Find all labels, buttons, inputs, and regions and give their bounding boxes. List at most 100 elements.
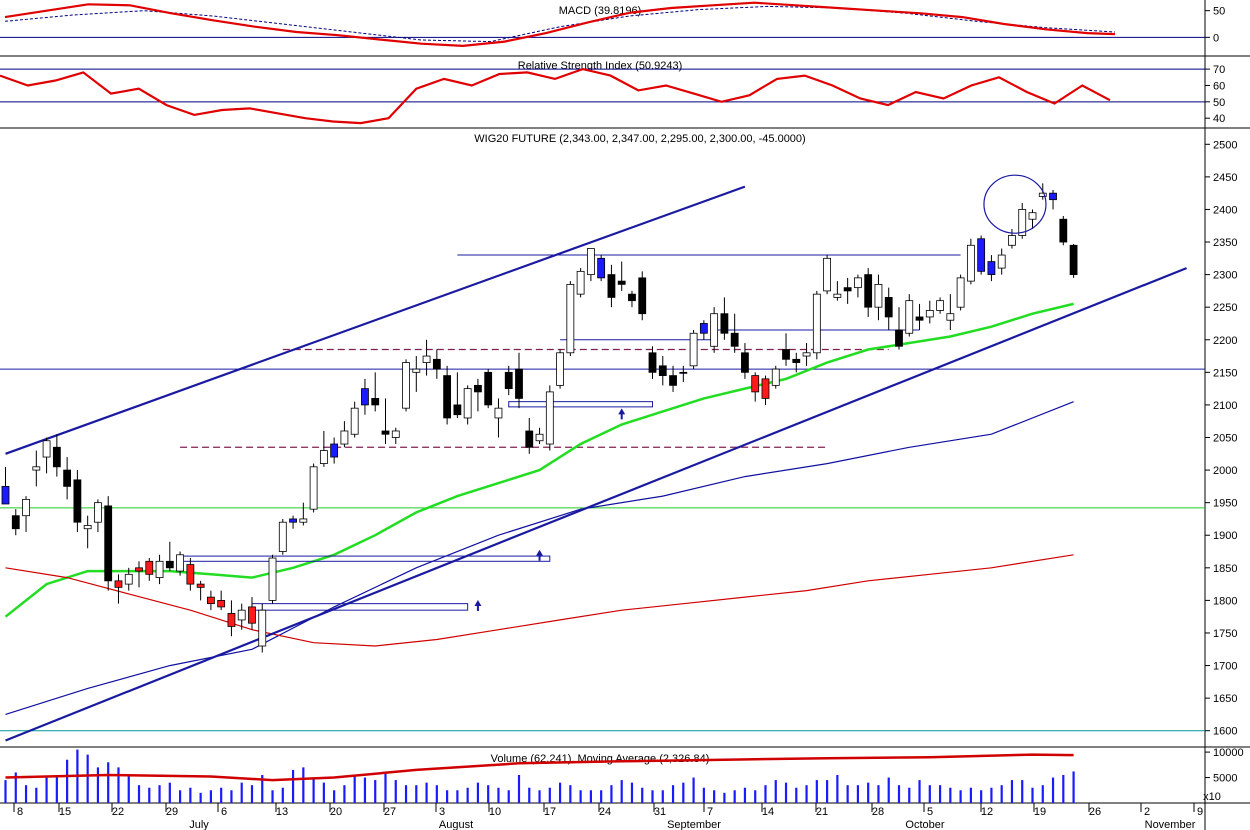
candle-body xyxy=(196,583,205,588)
candle xyxy=(812,290,821,360)
candle-body xyxy=(535,433,544,442)
price-y-tick-label: 2050 xyxy=(1213,433,1237,445)
candle xyxy=(94,499,102,532)
arrow-up-icon xyxy=(474,599,482,611)
candle-body xyxy=(165,560,174,569)
candle xyxy=(987,255,996,282)
candle-body xyxy=(371,398,380,406)
candle xyxy=(895,307,903,350)
candle-body xyxy=(412,368,421,373)
candle-body xyxy=(545,391,554,445)
trend-line-1 xyxy=(5,267,1187,742)
candle-body xyxy=(381,430,390,435)
candle xyxy=(515,352,523,409)
candle xyxy=(607,264,616,308)
candle xyxy=(997,248,1006,275)
candle xyxy=(1028,209,1037,229)
candle-body xyxy=(669,375,677,386)
x-day-label: 14 xyxy=(762,806,774,818)
candle-body xyxy=(340,430,349,445)
candle xyxy=(720,297,729,340)
candle-body xyxy=(597,257,606,279)
candle xyxy=(977,235,986,275)
x-month-label: November xyxy=(1145,819,1196,830)
candle xyxy=(124,567,133,591)
macd-signal-line xyxy=(4,5,1116,43)
x-day-label: 10 xyxy=(489,806,501,818)
candle-body xyxy=(936,300,944,311)
x-day-label: 26 xyxy=(1089,806,1101,818)
candle xyxy=(196,580,205,601)
rsi-line xyxy=(0,67,1111,125)
candle xyxy=(114,574,123,604)
candle xyxy=(319,430,328,467)
candle-body xyxy=(432,358,441,370)
candle-body xyxy=(905,300,914,334)
price-y-tick-label: 1900 xyxy=(1213,530,1237,542)
candle xyxy=(371,372,380,412)
candle-body xyxy=(586,248,595,276)
candle xyxy=(905,294,914,337)
candle xyxy=(925,300,934,324)
candle-body xyxy=(494,407,503,419)
candle-body xyxy=(925,310,934,318)
candle-body xyxy=(278,521,287,552)
candle xyxy=(258,603,267,653)
candle-body xyxy=(206,596,215,605)
x-month-label: July xyxy=(189,819,209,830)
candle-body xyxy=(268,557,277,601)
candle-body xyxy=(145,560,154,575)
x-month-label: August xyxy=(439,819,473,830)
candle-body xyxy=(895,329,903,347)
moving-average-blue xyxy=(5,401,1074,715)
candle-body xyxy=(73,479,82,523)
price-y-tick-label: 2350 xyxy=(1213,237,1237,249)
price-y-tick-label: 2150 xyxy=(1213,367,1237,379)
candle-body xyxy=(104,505,113,582)
candle-body xyxy=(792,358,801,363)
candle xyxy=(782,333,790,366)
candle xyxy=(1059,215,1068,246)
candle xyxy=(494,398,503,438)
price-y-tick-label: 2250 xyxy=(1213,302,1237,314)
candle xyxy=(576,268,585,298)
candle-body xyxy=(812,293,821,354)
candle-body xyxy=(391,430,400,438)
volume-moving-average xyxy=(5,753,1074,782)
candle xyxy=(268,554,277,604)
candle xyxy=(802,343,811,366)
candle-body xyxy=(782,349,790,360)
x-day-label: 22 xyxy=(112,806,124,818)
candle-body xyxy=(402,362,410,409)
x-day-label: 6 xyxy=(221,806,227,818)
x-day-label: 31 xyxy=(654,806,666,818)
candle-body xyxy=(833,293,842,298)
candle xyxy=(463,385,472,425)
candle xyxy=(658,356,667,386)
candle-body xyxy=(484,371,493,406)
candle-body xyxy=(689,332,698,367)
candle-body xyxy=(710,313,719,347)
candle-body xyxy=(802,352,811,357)
candle xyxy=(956,274,965,311)
candle xyxy=(566,281,575,357)
candle-body xyxy=(761,378,770,399)
candle xyxy=(11,509,20,536)
candle-body xyxy=(309,466,318,510)
candle-body xyxy=(94,502,102,523)
x-day-label: 15 xyxy=(59,806,71,818)
candle xyxy=(453,372,462,418)
price-y-tick-label: 1600 xyxy=(1213,726,1237,738)
candle xyxy=(874,274,883,321)
x-day-label: 28 xyxy=(872,806,884,818)
x-day-label: 17 xyxy=(544,806,556,818)
candle-body xyxy=(1059,218,1068,243)
candle xyxy=(751,372,760,402)
candle xyxy=(484,369,493,409)
candle xyxy=(350,401,359,438)
candle-body xyxy=(248,606,256,624)
candle-body xyxy=(1038,192,1047,197)
candle xyxy=(299,502,308,526)
